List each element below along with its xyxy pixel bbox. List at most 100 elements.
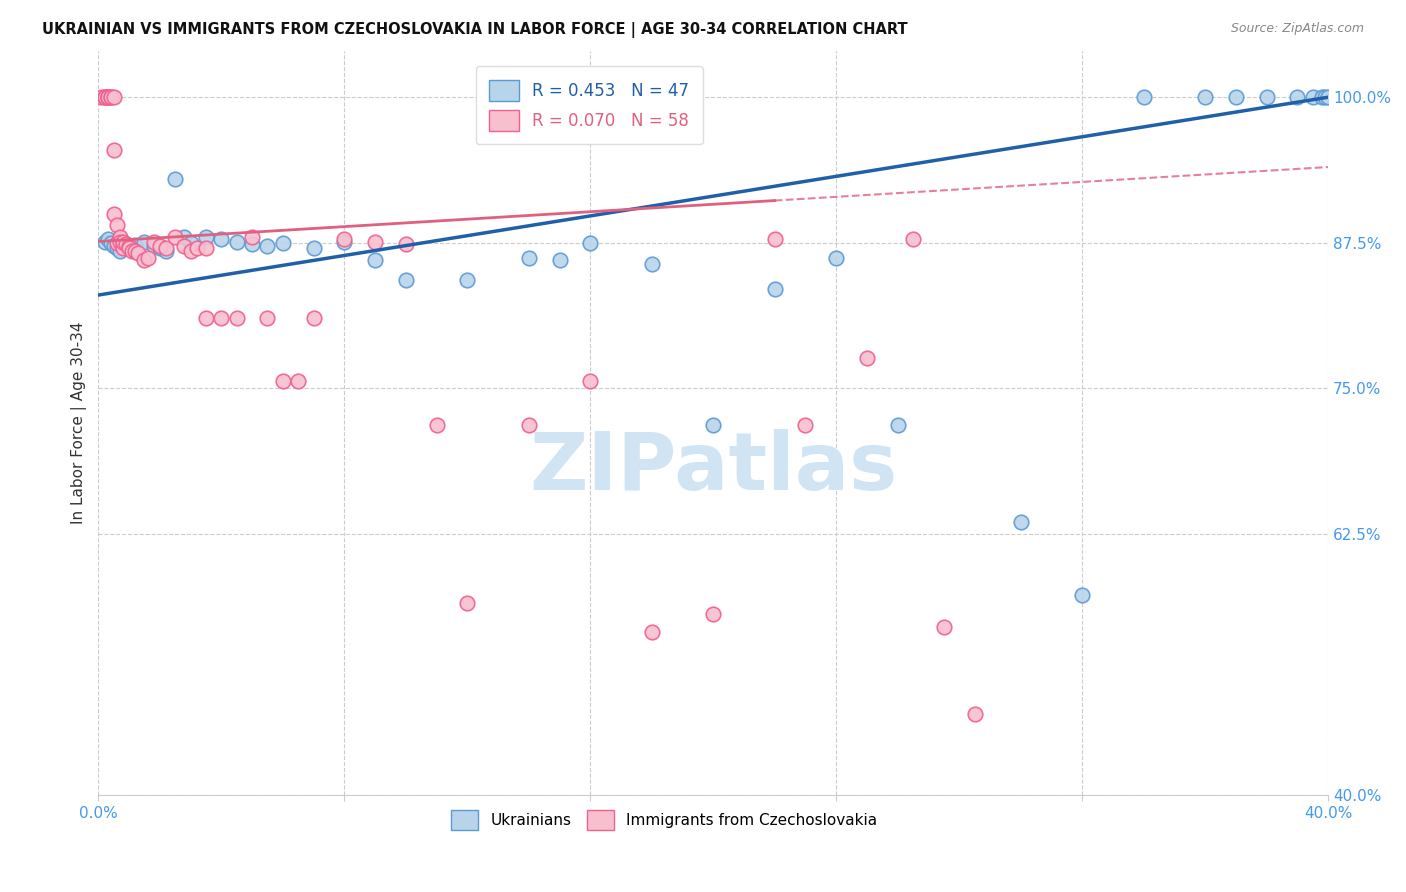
Point xyxy=(103,239,125,253)
Point xyxy=(115,236,138,251)
Point xyxy=(395,236,418,251)
Point xyxy=(856,351,879,365)
Point xyxy=(886,418,908,433)
Point xyxy=(456,596,478,610)
Point xyxy=(100,90,122,104)
Point xyxy=(103,143,125,157)
Point xyxy=(901,232,924,246)
Point xyxy=(118,242,141,256)
Point xyxy=(111,236,134,251)
Point xyxy=(794,418,817,433)
Point xyxy=(256,311,278,326)
Text: UKRAINIAN VS IMMIGRANTS FROM CZECHOSLOVAKIA IN LABOR FORCE | AGE 30-34 CORRELATI: UKRAINIAN VS IMMIGRANTS FROM CZECHOSLOVA… xyxy=(42,22,908,38)
Point xyxy=(194,242,217,256)
Point xyxy=(93,235,115,249)
Point xyxy=(103,90,125,104)
Point xyxy=(225,235,247,249)
Point xyxy=(579,235,602,250)
Point xyxy=(165,230,187,244)
Point xyxy=(134,253,156,268)
Point xyxy=(209,232,232,246)
Point xyxy=(111,235,134,249)
Point xyxy=(194,311,217,326)
Point xyxy=(115,236,138,251)
Point xyxy=(240,236,263,251)
Point xyxy=(142,235,165,249)
Point xyxy=(90,90,112,104)
Point xyxy=(825,251,848,265)
Point xyxy=(256,239,278,253)
Point xyxy=(105,235,128,250)
Point xyxy=(517,251,540,265)
Point xyxy=(97,90,120,104)
Point xyxy=(97,90,120,104)
Point xyxy=(155,242,177,256)
Point xyxy=(209,311,232,326)
Point xyxy=(111,235,134,249)
Point xyxy=(149,242,172,256)
Point xyxy=(180,244,202,258)
Point xyxy=(425,418,447,433)
Point xyxy=(287,374,309,388)
Point xyxy=(149,239,172,253)
Legend: Ukrainians, Immigrants from Czechoslovakia: Ukrainians, Immigrants from Czechoslovak… xyxy=(444,805,883,836)
Point xyxy=(395,273,418,287)
Point xyxy=(105,242,128,256)
Point xyxy=(103,206,125,220)
Point xyxy=(108,235,131,249)
Point xyxy=(155,244,177,258)
Point xyxy=(1132,90,1154,104)
Text: Source: ZipAtlas.com: Source: ZipAtlas.com xyxy=(1230,22,1364,36)
Point xyxy=(702,607,724,621)
Point xyxy=(194,230,217,244)
Point xyxy=(118,240,141,254)
Point xyxy=(142,239,165,253)
Point xyxy=(180,235,202,250)
Point xyxy=(333,235,356,249)
Point xyxy=(1256,90,1278,104)
Point xyxy=(100,235,122,250)
Point xyxy=(127,246,149,260)
Point xyxy=(93,90,115,104)
Point xyxy=(165,171,187,186)
Point xyxy=(1225,90,1247,104)
Point xyxy=(364,235,387,249)
Point xyxy=(108,244,131,258)
Point xyxy=(932,620,955,634)
Point xyxy=(302,242,325,256)
Point xyxy=(1310,90,1333,104)
Y-axis label: In Labor Force | Age 30-34: In Labor Force | Age 30-34 xyxy=(72,322,87,524)
Point xyxy=(763,282,786,296)
Point xyxy=(763,232,786,246)
Point xyxy=(225,311,247,326)
Point xyxy=(105,218,128,232)
Text: ZIPatlas: ZIPatlas xyxy=(529,429,897,507)
Point xyxy=(1010,515,1032,529)
Point xyxy=(302,311,325,326)
Point xyxy=(517,418,540,433)
Point xyxy=(1194,90,1216,104)
Point xyxy=(124,244,146,258)
Point xyxy=(1286,90,1309,104)
Point xyxy=(1302,90,1324,104)
Point xyxy=(121,244,143,258)
Point xyxy=(240,230,263,244)
Point xyxy=(1317,90,1340,104)
Point xyxy=(641,257,664,271)
Point xyxy=(579,374,602,388)
Point xyxy=(111,242,134,256)
Point xyxy=(1313,90,1336,104)
Point xyxy=(1071,588,1094,602)
Point xyxy=(97,232,120,246)
Point xyxy=(963,706,986,721)
Point xyxy=(173,239,195,253)
Point xyxy=(173,230,195,244)
Point xyxy=(548,253,571,268)
Point xyxy=(108,230,131,244)
Point xyxy=(333,232,356,246)
Point xyxy=(136,251,159,265)
Point xyxy=(271,374,294,388)
Point xyxy=(97,90,120,104)
Point xyxy=(93,90,115,104)
Point xyxy=(124,238,146,252)
